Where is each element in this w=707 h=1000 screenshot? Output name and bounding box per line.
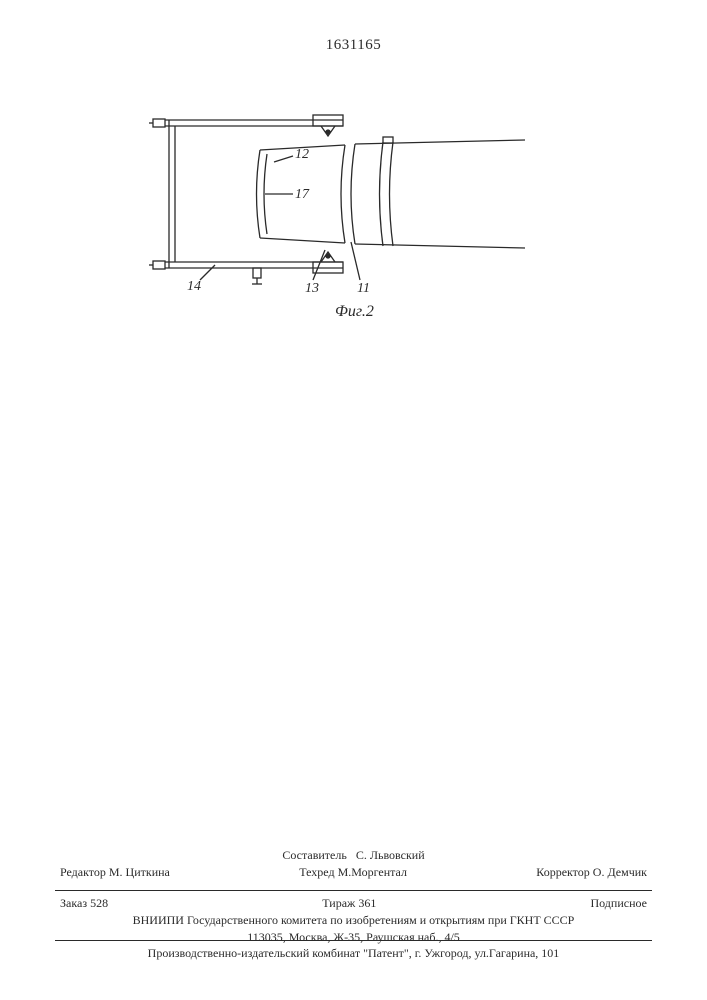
techred: Техред М.Моргентал (299, 865, 407, 880)
label-13: 13 (305, 281, 319, 296)
divider-2 (55, 940, 652, 941)
label-14: 14 (187, 279, 201, 294)
figure-2: 12 17 14 13 11 (145, 102, 525, 312)
figure-caption: Фиг.2 (335, 303, 374, 321)
order-block: Заказ 528 Тираж 361 Подписное ВНИИПИ Гос… (60, 896, 647, 945)
tiraz: Тираж 361 (322, 896, 376, 911)
printer-line: Производственно-издательский комбинат "П… (60, 946, 647, 961)
label-12: 12 (295, 147, 309, 162)
podpisnoe: Подписное (590, 896, 647, 911)
credits-block: Составитель С. Львовский Редактор М. Цит… (60, 848, 647, 882)
label-17: 17 (295, 187, 310, 202)
corrector: Корректор О. Демчик (536, 865, 647, 880)
compiler: Составитель С. Львовский (282, 848, 424, 863)
label-11: 11 (357, 281, 370, 296)
order-number: Заказ 528 (60, 896, 108, 911)
editor: Редактор М. Циткина (60, 865, 170, 880)
document-number: 1631165 (0, 37, 707, 54)
org-line2: 113035, Москва, Ж-35, Раушская наб., 4/5 (60, 930, 647, 945)
divider-1 (55, 890, 652, 891)
org-line1: ВНИИПИ Государственного комитета по изоб… (60, 913, 647, 928)
